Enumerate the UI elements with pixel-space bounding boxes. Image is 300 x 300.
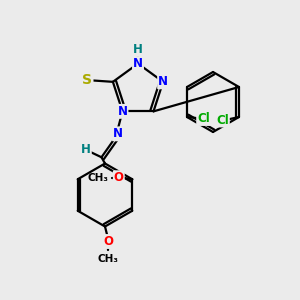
Text: CH₃: CH₃ [98, 254, 118, 264]
Text: O: O [114, 171, 124, 184]
Text: O: O [103, 235, 113, 248]
Text: CH₃: CH₃ [87, 173, 108, 183]
Text: H: H [133, 43, 142, 56]
Text: Cl: Cl [216, 113, 229, 127]
Text: N: N [133, 57, 143, 70]
Text: H: H [81, 143, 91, 156]
Text: N: N [158, 75, 168, 88]
Text: N: N [113, 128, 123, 140]
Text: Cl: Cl [197, 112, 210, 125]
Text: N: N [118, 105, 128, 118]
Text: S: S [82, 73, 92, 87]
